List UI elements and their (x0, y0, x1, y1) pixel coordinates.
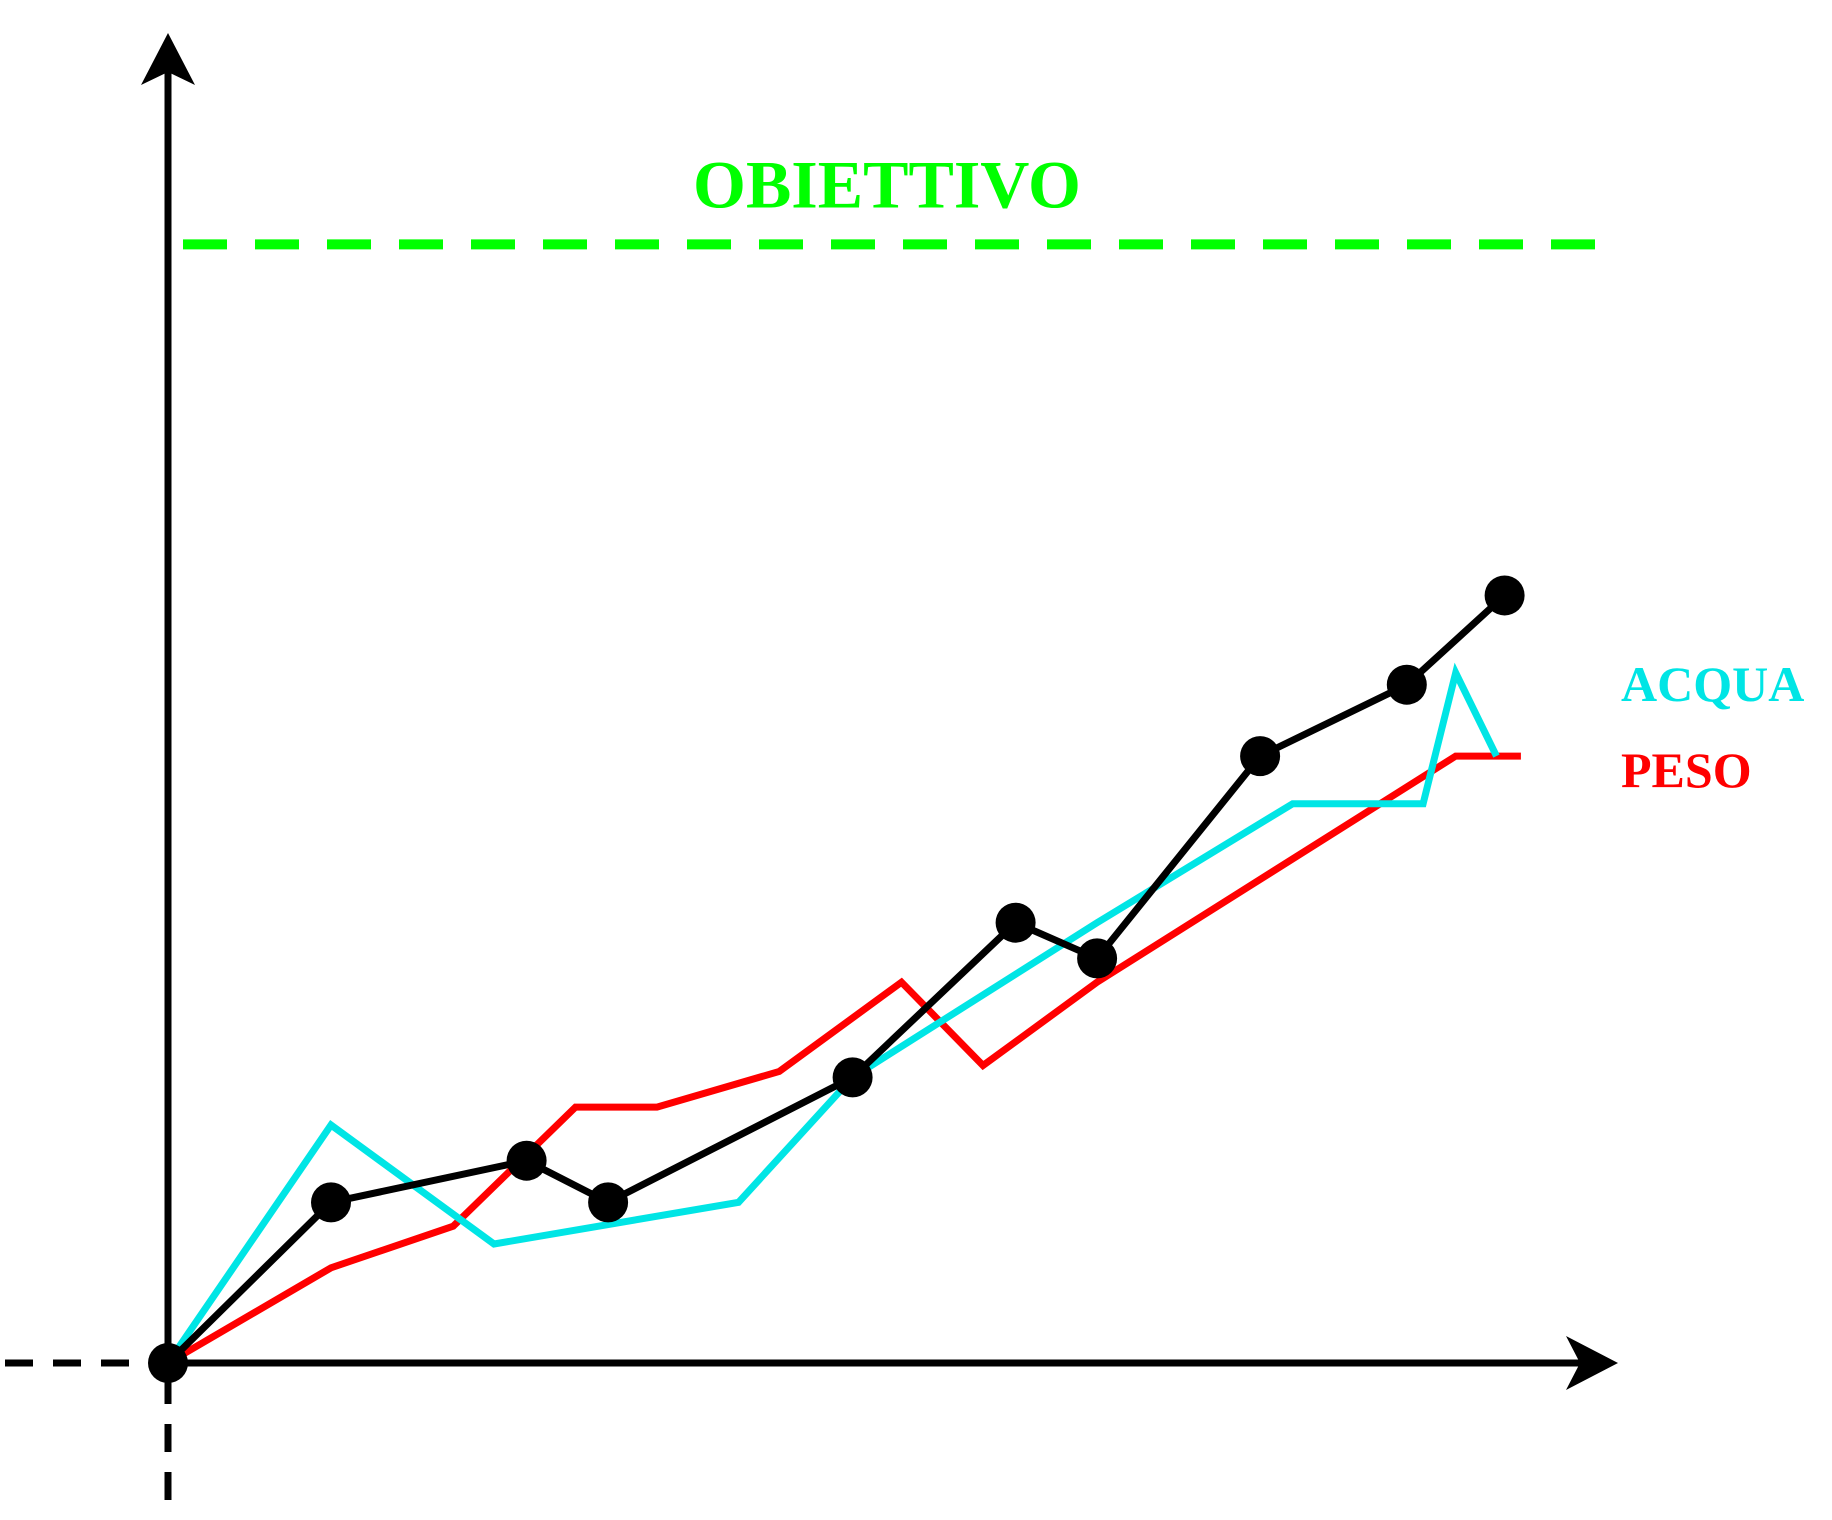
series-line-main (165, 592, 1507, 1366)
data-point-marker (1484, 575, 1525, 616)
data-point-marker (148, 1343, 188, 1383)
y-axis-arrowhead (141, 33, 195, 85)
data-point-marker (1386, 664, 1427, 705)
legend-label-acqua: ACQUA (1621, 656, 1804, 712)
target-label: OBIETTIVO (693, 146, 1081, 222)
legend: ACQUA PESO (1621, 656, 1804, 798)
target-line-group: OBIETTIVO (183, 146, 1600, 250)
x-axis-arrowhead (1566, 1336, 1618, 1390)
data-point-marker (1240, 736, 1281, 777)
data-point-marker (1077, 938, 1118, 979)
series-line-acqua (165, 662, 1500, 1365)
data-point-marker (832, 1057, 873, 1098)
data-point-marker (311, 1182, 351, 1223)
series-line-peso (166, 752, 1521, 1367)
axes (5, 33, 1618, 1520)
data-point-marker (506, 1140, 547, 1181)
data-point-marker (995, 902, 1036, 943)
legend-label-peso: PESO (1621, 742, 1752, 798)
series-layer (148, 575, 1525, 1383)
data-point-marker (588, 1182, 629, 1223)
